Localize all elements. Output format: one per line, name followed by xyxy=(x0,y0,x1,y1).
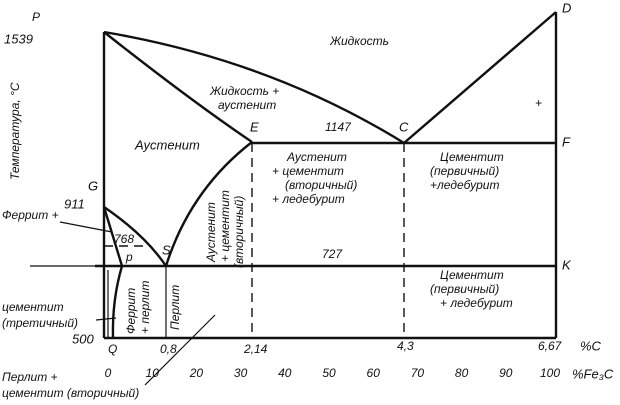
point-label: F xyxy=(562,134,571,149)
region-label: + ледебурит xyxy=(440,296,513,310)
region-label: Феррит xyxy=(124,288,138,334)
temperature: 1147 xyxy=(325,120,352,134)
region-label: Цементит xyxy=(440,150,504,164)
region-label: (вторичный) xyxy=(232,196,246,268)
point-label: K xyxy=(562,257,572,272)
region-label: (первичный) xyxy=(430,164,499,178)
region-label: +ледебурит xyxy=(430,178,499,192)
fe3c-tick: 70 xyxy=(411,366,425,380)
fe3c-tick: 0 xyxy=(105,366,112,380)
point-label: G xyxy=(88,178,98,193)
region-label: + xyxy=(535,96,542,110)
point-label: p xyxy=(125,250,133,264)
fe3c-axis: 0 10 20 30 40 50 60 70 80 90 100 xyxy=(105,366,561,380)
point-label: C xyxy=(399,119,409,134)
region-label: Аустенит xyxy=(134,137,200,152)
region-label: Феррит + xyxy=(2,208,59,222)
region-label: Цементит xyxy=(440,268,504,282)
fe3c-tick: 20 xyxy=(189,366,204,380)
carbon-tick: 2,14 xyxy=(243,342,268,356)
region-label: цементит (вторичный) xyxy=(2,386,139,400)
fe3c-tick: 90 xyxy=(499,366,513,380)
fe3c-tick: 100 xyxy=(540,366,560,380)
point-label: S xyxy=(162,242,171,257)
point-label: Q xyxy=(108,342,117,356)
region-label: Жидкость + xyxy=(209,84,279,98)
temperature: 1539 xyxy=(4,31,33,46)
region-label: Аустенит xyxy=(286,150,347,164)
temperature: 768 xyxy=(114,232,134,246)
diagram-lines xyxy=(30,11,558,386)
point-label: E xyxy=(250,119,259,134)
region-label: + перлит xyxy=(138,281,152,334)
fe3c-tick: 40 xyxy=(278,366,292,380)
region-label: цементит xyxy=(2,300,64,314)
fe3c-tick: 60 xyxy=(367,366,381,380)
region-label: (первичный) xyxy=(430,282,499,296)
carbon-tick: 6,67 xyxy=(538,339,563,353)
region-label: + цементит xyxy=(272,164,344,178)
fe3c-tick: 10 xyxy=(146,366,160,380)
carbon-unit: %C xyxy=(580,338,602,353)
carbon-tick: 0,8 xyxy=(160,342,177,356)
temperature: 500 xyxy=(72,331,94,346)
region-label: Жидкость xyxy=(329,34,389,48)
region-label: + ледебурит xyxy=(272,192,345,206)
region-label: Аустенит xyxy=(204,202,218,263)
region-label: (вторичный) xyxy=(285,178,357,192)
temperature: 727 xyxy=(322,247,343,261)
region-label: аустенит xyxy=(218,98,276,112)
fe3c-unit: %Fe₃C xyxy=(572,366,614,381)
region-label: Перлит xyxy=(168,285,182,330)
fe3c-tick: 30 xyxy=(234,366,248,380)
region-label: Перлит + xyxy=(2,370,58,384)
temperature: 911 xyxy=(64,196,85,211)
region-label: (третичный) xyxy=(2,316,78,330)
point-label: P xyxy=(32,10,40,24)
region-label: + цементит xyxy=(218,190,232,262)
carbon-tick: 4,3 xyxy=(397,339,414,353)
fe3c-tick: 80 xyxy=(455,366,469,380)
fe3c-tick: 50 xyxy=(322,366,336,380)
y-axis-label: Температура, °С xyxy=(8,82,22,180)
point-label: D xyxy=(562,0,571,15)
